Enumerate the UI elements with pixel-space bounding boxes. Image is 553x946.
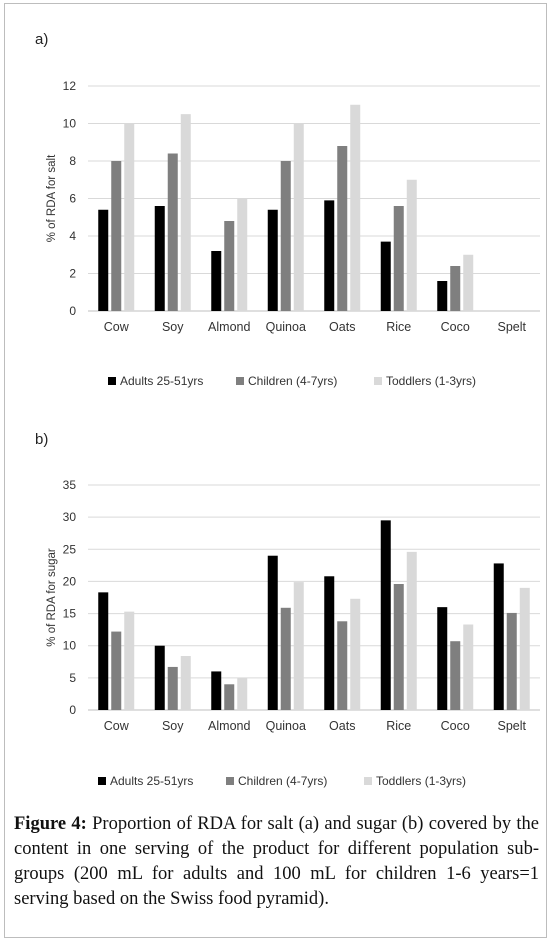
salt-bar-soy-0 [154, 206, 165, 311]
sugar-xtick-label: Rice [386, 719, 411, 733]
salt-bar-soy-1 [167, 153, 178, 311]
salt-bar-rice-0 [380, 241, 391, 311]
salt-bar-quinoa-1 [280, 161, 291, 311]
sugar-xtick-label: Cow [104, 719, 130, 733]
sugar-bar-oats-2 [350, 598, 361, 710]
sugar-ytick-label: 25 [63, 542, 77, 556]
salt-xtick-label: Cow [104, 320, 130, 334]
salt-legend-label-2: Toddlers (1-3yrs) [386, 374, 476, 388]
sugar-ytick-label: 5 [69, 671, 76, 685]
salt-bar-oats-2 [350, 104, 361, 311]
sugar-xtick-label: Oats [329, 719, 355, 733]
salt-ytick-label: 8 [69, 154, 76, 168]
sugar-bar-oats-0 [324, 576, 335, 710]
salt-xtick-label: Oats [329, 320, 355, 334]
figure-caption: Figure 4: Proportion of RDA for salt (a)… [14, 812, 539, 912]
sugar-bar-spelt-1 [506, 612, 517, 710]
sugar-bar-coco-1 [450, 641, 461, 710]
salt-xtick-label: Rice [386, 320, 411, 334]
sugar-bar-soy-1 [167, 666, 178, 710]
salt-legend-swatch-0 [108, 377, 116, 385]
sugar-bar-cow-2 [124, 611, 135, 710]
salt-bar-coco-1 [450, 266, 461, 311]
salt-xtick-label: Almond [208, 320, 250, 334]
sugar-bar-coco-2 [463, 624, 474, 710]
figure-frame [4, 3, 547, 938]
sugar-bar-rice-0 [380, 520, 391, 710]
salt-xtick-label: Quinoa [266, 320, 306, 334]
sugar-ytick-label: 20 [63, 574, 77, 588]
sugar-ytick-label: 0 [69, 703, 76, 717]
salt-bar-almond-1 [224, 221, 235, 311]
sugar-bar-almond-1 [224, 684, 235, 710]
sugar-ytick-label: 10 [63, 639, 77, 653]
sugar-bar-rice-1 [393, 584, 404, 710]
sugar-bar-cow-0 [98, 592, 109, 710]
sugar-legend-label-2: Toddlers (1-3yrs) [376, 774, 466, 788]
sugar-bar-almond-2 [237, 677, 248, 710]
sugar-bar-almond-0 [211, 671, 222, 710]
salt-legend-swatch-2 [374, 377, 382, 385]
salt-ytick-label: 12 [63, 79, 77, 93]
salt-ytick-label: 10 [63, 117, 77, 131]
figure-label: Figure 4: [14, 814, 87, 834]
sugar-bar-coco-0 [437, 607, 448, 710]
sugar-bar-spelt-0 [493, 563, 504, 710]
sugar-ylabel: % of RDA for sugar [46, 548, 58, 647]
salt-xtick-label: Spelt [498, 320, 527, 334]
salt-panel-label: a) [35, 31, 48, 48]
salt-legend-label-0: Adults 25-51yrs [120, 374, 203, 388]
sugar-legend-label-0: Adults 25-51yrs [110, 774, 193, 788]
sugar-legend-label-1: Children (4-7yrs) [238, 774, 327, 788]
salt-bar-coco-0 [437, 281, 448, 311]
salt-bar-soy-2 [180, 114, 191, 311]
sugar-bar-rice-2 [406, 551, 417, 710]
salt-bar-rice-2 [406, 179, 417, 311]
salt-bar-quinoa-2 [293, 123, 304, 311]
sugar-legend-swatch-0 [98, 777, 106, 785]
salt-bar-cow-1 [111, 161, 122, 311]
sugar-panel-label: b) [35, 431, 48, 448]
salt-bar-oats-0 [324, 200, 335, 311]
salt-ytick-label: 4 [69, 229, 76, 243]
salt-ylabel: % of RDA for salt [46, 154, 58, 242]
sugar-bar-soy-0 [154, 645, 165, 710]
chart-sugar: b) 0 5 10 15 20 25 30 35 % of RDA for sugar Cow Soy… [35, 431, 540, 788]
sugar-bar-oats-1 [337, 621, 348, 710]
salt-legend-swatch-1 [236, 377, 244, 385]
sugar-bar-quinoa-1 [280, 607, 291, 710]
chart-salt: a) 0 2 4 6 8 10 12 % of RDA for salt Cow Soy Almond… [35, 31, 540, 388]
sugar-bar-soy-2 [180, 656, 191, 710]
sugar-bar-quinoa-0 [267, 555, 278, 710]
salt-legend-label-1: Children (4-7yrs) [248, 374, 337, 388]
sugar-xtick-label: Quinoa [266, 719, 306, 733]
salt-bar-oats-1 [337, 146, 348, 311]
sugar-xtick-label: Almond [208, 719, 250, 733]
sugar-ytick-label: 15 [63, 607, 77, 621]
sugar-legend-swatch-2 [364, 777, 372, 785]
sugar-bar-quinoa-2 [293, 582, 304, 710]
sugar-xtick-label: Soy [162, 719, 184, 733]
sugar-ytick-label: 35 [63, 478, 77, 492]
sugar-bar-spelt-2 [519, 587, 530, 710]
salt-bar-cow-2 [124, 123, 135, 311]
salt-bar-rice-1 [393, 206, 404, 311]
salt-ytick-label: 6 [69, 192, 76, 206]
sugar-bar-cow-1 [111, 631, 122, 710]
salt-bar-almond-2 [237, 198, 248, 311]
sugar-xtick-label: Spelt [498, 719, 527, 733]
salt-bar-coco-2 [463, 254, 474, 311]
figure-caption-text: Proportion of RDA for salt (a) and sugar… [14, 814, 539, 909]
salt-bar-almond-0 [211, 251, 222, 311]
sugar-xtick-label: Coco [441, 719, 470, 733]
sugar-ytick-label: 30 [63, 510, 77, 524]
sugar-legend-swatch-1 [226, 777, 234, 785]
salt-xtick-label: Soy [162, 320, 184, 334]
salt-xtick-label: Coco [441, 320, 470, 334]
salt-bar-cow-0 [98, 209, 109, 311]
salt-ytick-label: 2 [69, 267, 76, 281]
salt-bar-quinoa-0 [267, 209, 278, 311]
salt-ytick-label: 0 [69, 304, 76, 318]
